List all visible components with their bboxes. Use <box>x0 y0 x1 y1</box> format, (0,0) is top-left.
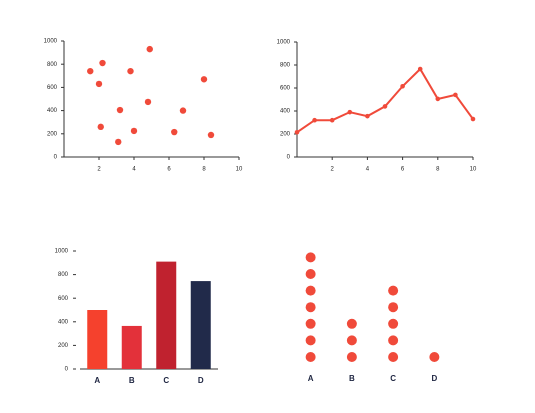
point <box>87 67 94 75</box>
y-tick-label: 200 <box>58 343 69 349</box>
point <box>294 129 300 135</box>
x-tick-label: B <box>129 376 135 385</box>
x-tick-label: C <box>390 374 396 383</box>
point <box>453 92 458 98</box>
y-tick-label: 800 <box>47 62 58 68</box>
point <box>130 127 138 135</box>
bar <box>87 310 108 369</box>
x-tick-label: 4 <box>132 167 136 173</box>
point <box>116 106 124 114</box>
dot <box>429 352 440 362</box>
x-tick-label: D <box>431 374 437 383</box>
dot <box>305 285 316 296</box>
point <box>417 66 423 72</box>
x-tick-label: 8 <box>202 167 206 173</box>
dot <box>388 352 399 362</box>
point <box>99 59 106 67</box>
dot <box>305 269 316 279</box>
point <box>312 117 317 123</box>
point <box>144 98 152 106</box>
x-tick-label: A <box>94 376 100 385</box>
point <box>347 109 353 115</box>
dot <box>305 252 316 263</box>
bar <box>156 261 177 369</box>
y-tick-label: 400 <box>47 108 58 114</box>
y-tick-label: 200 <box>280 132 291 138</box>
point <box>435 96 441 102</box>
x-tick-label: 4 <box>366 167 370 173</box>
dot <box>388 318 399 329</box>
dot <box>305 302 316 313</box>
dot <box>346 318 357 329</box>
x-tick-label: D <box>198 376 204 385</box>
y-tick-label: 400 <box>280 109 291 115</box>
x-tick-label: 2 <box>331 167 335 173</box>
point <box>329 117 335 123</box>
dot <box>305 335 316 346</box>
point <box>365 113 370 119</box>
dot <box>305 318 316 329</box>
point <box>470 116 476 122</box>
point <box>207 131 215 139</box>
dot <box>346 352 357 362</box>
point <box>171 128 178 136</box>
y-tick-label: 800 <box>280 63 291 69</box>
dot <box>305 352 316 362</box>
dot <box>388 302 399 313</box>
y-tick-label: 600 <box>58 296 69 302</box>
point <box>127 67 134 75</box>
y-tick-label: 0 <box>287 155 291 161</box>
x-tick-label: 8 <box>436 167 440 173</box>
dot <box>346 335 357 346</box>
x-tick-label: B <box>349 374 355 383</box>
point <box>382 104 388 109</box>
y-tick-label: 1000 <box>55 249 69 255</box>
point <box>400 83 405 89</box>
dot <box>388 285 399 296</box>
y-tick-label: 600 <box>280 86 291 92</box>
x-tick-label: 2 <box>97 167 101 173</box>
x-tick-label: A <box>308 374 314 383</box>
y-tick-label: 400 <box>58 319 69 325</box>
x-tick-label: 10 <box>236 167 243 173</box>
y-tick-label: 200 <box>47 131 58 137</box>
y-tick-label: 0 <box>65 367 69 373</box>
x-tick-label: 6 <box>167 167 171 173</box>
x-tick-label: 10 <box>470 167 477 173</box>
x-tick-label: 6 <box>401 167 405 173</box>
y-tick-label: 800 <box>58 272 69 278</box>
bar <box>121 325 142 369</box>
bar <box>190 281 211 369</box>
y-tick-label: 0 <box>54 155 58 161</box>
y-tick-label: 1000 <box>277 40 291 46</box>
y-tick-label: 600 <box>47 85 58 91</box>
point <box>97 123 104 131</box>
point <box>200 76 208 83</box>
y-tick-label: 1000 <box>44 39 58 45</box>
point <box>179 107 187 114</box>
dot <box>388 335 399 346</box>
point <box>115 138 122 146</box>
point <box>95 80 103 88</box>
x-tick-label: C <box>163 376 169 385</box>
point <box>146 45 153 53</box>
line <box>296 67 474 134</box>
